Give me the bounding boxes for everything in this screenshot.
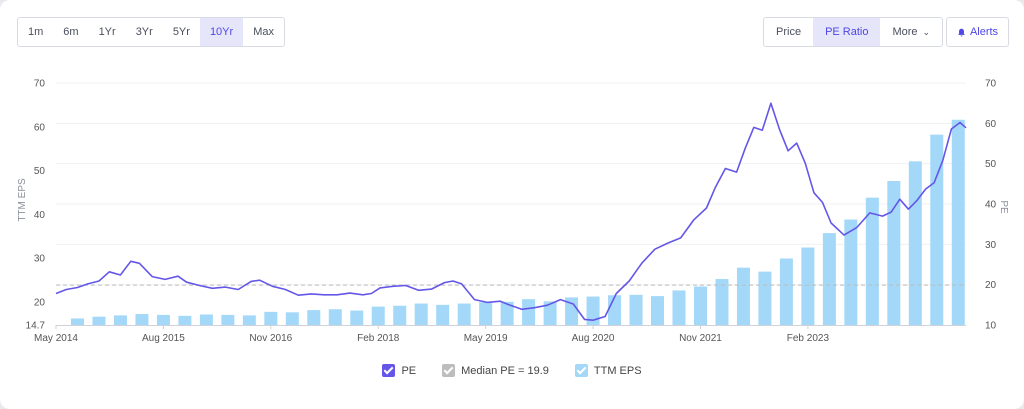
eps-bar [758, 271, 772, 325]
eps-bar [113, 315, 127, 325]
eps-bar [908, 161, 922, 325]
eps-bar [779, 258, 793, 325]
eps-bar [479, 302, 493, 325]
eps-bar [178, 315, 192, 325]
eps-bar [92, 316, 106, 325]
eps-bar [629, 294, 643, 325]
eps-bars [70, 119, 965, 325]
eps-bar [822, 233, 836, 325]
checkbox-icon [574, 364, 588, 377]
checkbox-icon [382, 364, 396, 377]
eps-bar [522, 299, 536, 325]
alerts-button[interactable]: Alerts [946, 17, 1009, 47]
tab-price[interactable]: Price [776, 26, 802, 38]
legend-label-eps: TTM EPS [593, 364, 642, 377]
eps-bar [264, 311, 278, 325]
left-tick-label: 70 [34, 79, 46, 90]
eps-bar [70, 318, 84, 325]
x-tick-label: Feb 2018 [357, 333, 400, 344]
legend-item-median[interactable]: Median PE = 19.9 [442, 364, 549, 377]
tab-range-3yr[interactable]: 3Yr [135, 26, 153, 38]
left-tick-label: 50 [34, 166, 46, 177]
eps-bar [307, 310, 321, 325]
eps-bar [715, 279, 729, 325]
eps-bar [328, 309, 342, 325]
right-tick-label: 30 [985, 240, 997, 251]
eps-bar [242, 315, 256, 325]
right-tick-label: 50 [985, 159, 997, 170]
pe-line [55, 102, 967, 321]
right-axis-ticks: 10 20 30 40 50 60 70 [985, 79, 997, 332]
chevron-down-icon: ⌄ [922, 27, 931, 37]
x-tick-label: May 2019 [464, 333, 508, 344]
right-tick-label: 60 [985, 119, 997, 130]
eps-bar [285, 312, 299, 325]
x-tick-label: Feb 2023 [787, 333, 830, 344]
right-tick-label: 10 [985, 321, 997, 332]
x-tick-label: Nov 2016 [249, 333, 292, 344]
tab-range-1yr[interactable]: 1Yr [98, 26, 116, 38]
eps-bar [951, 119, 965, 325]
range-tab-group: 1m 6m 1Yr 3Yr 5Yr 10Yr Max [17, 17, 285, 47]
left-tick-label: 40 [34, 210, 46, 221]
bell-icon [958, 28, 965, 36]
right-tick-label: 20 [985, 280, 997, 291]
eps-bar [672, 290, 686, 325]
tab-pe-ratio[interactable]: PE Ratio [813, 18, 881, 46]
x-axis-ticks: May 2014 Aug 2015 Nov 2016 Feb 2018 May 2019… [34, 325, 829, 344]
eps-bar [414, 303, 428, 325]
more-dropdown[interactable]: More ⌄ [880, 18, 942, 46]
left-tick-label: 60 [34, 122, 46, 133]
tab-range-max[interactable]: Max [253, 26, 274, 38]
eps-bar [736, 267, 750, 325]
left-axis-ticks: 14.7 20 30 40 50 60 70 [26, 79, 46, 332]
mode-tab-group: Price PE Ratio More ⌄ [763, 17, 944, 47]
checkbox-icon [442, 364, 456, 377]
tab-range-6m[interactable]: 6m [63, 26, 79, 38]
left-tick-label: 20 [34, 297, 46, 308]
eps-bar [393, 305, 407, 325]
x-tick-label: Aug 2020 [572, 333, 615, 344]
eps-bar [844, 219, 858, 325]
eps-bar [436, 304, 450, 325]
eps-bar [586, 296, 600, 325]
legend-label-median: Median PE = 19.9 [461, 364, 549, 377]
eps-bar [543, 301, 557, 325]
eps-bar [199, 314, 213, 325]
eps-bar [865, 197, 879, 325]
legend-item-pe[interactable]: PE [382, 364, 416, 377]
eps-bar [135, 314, 149, 325]
legend-label-pe: PE [401, 364, 417, 377]
more-label: More [892, 26, 918, 38]
tab-range-1m[interactable]: 1m [28, 26, 44, 38]
eps-bar [565, 297, 579, 325]
eps-bar [500, 301, 514, 325]
eps-bar [651, 296, 665, 325]
eps-bar [371, 306, 385, 325]
eps-bar [693, 286, 707, 325]
right-axis-label: PE [998, 200, 1009, 214]
left-tick-label: 14.7 [26, 321, 46, 332]
legend-item-eps[interactable]: TTM EPS [574, 364, 642, 377]
right-tick-label: 70 [985, 79, 997, 90]
eps-bar [350, 310, 364, 325]
tab-range-10yr[interactable]: 10Yr [199, 18, 244, 46]
x-tick-label: May 2014 [34, 333, 78, 344]
eps-bar [608, 295, 622, 325]
alerts-label: Alerts [969, 26, 999, 38]
chart-legend: PE Median PE = 19.9 TTM EPS [0, 364, 1024, 377]
eps-bar [801, 247, 815, 325]
x-tick-label: Aug 2015 [142, 333, 185, 344]
x-tick-label: Nov 2021 [679, 333, 722, 344]
eps-bar [457, 303, 471, 325]
eps-bar [221, 314, 235, 325]
left-tick-label: 30 [34, 254, 46, 265]
left-axis-label: TTM EPS [17, 178, 28, 222]
tab-range-5yr[interactable]: 5Yr [172, 26, 190, 38]
eps-bar [887, 181, 901, 325]
right-tick-label: 40 [985, 200, 997, 211]
eps-bar [156, 314, 170, 325]
